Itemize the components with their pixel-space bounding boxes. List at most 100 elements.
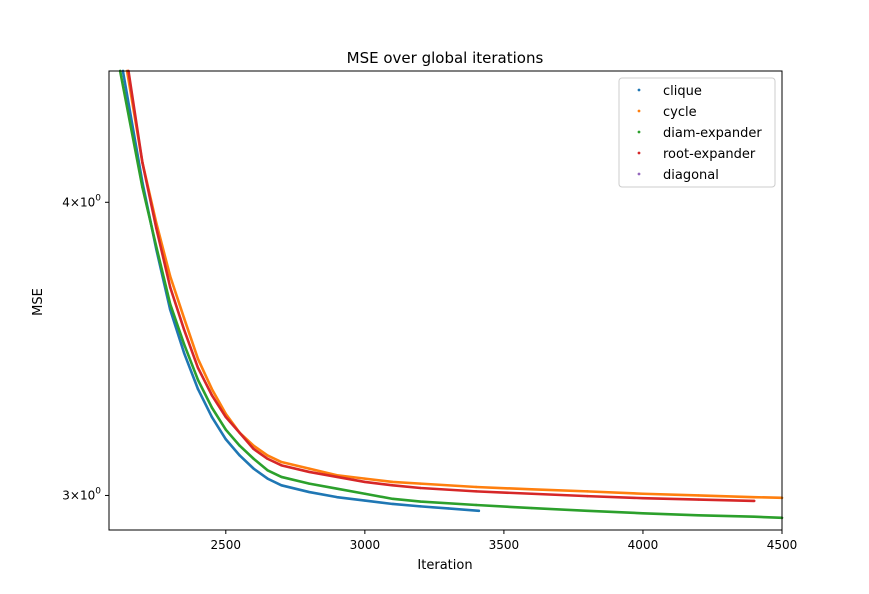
data-point-diam-expander-1 (141, 185, 144, 189)
data-point-root-expander-16 (419, 486, 422, 490)
data-point-diam-expander-19 (586, 509, 589, 513)
data-point-diam-expander-13 (335, 487, 339, 490)
series-line-diam-expander (118, 69, 784, 520)
legend-label-clique: clique (663, 84, 702, 99)
data-point-clique-5 (196, 387, 200, 391)
data-point-cycle-21 (697, 494, 700, 497)
legend-marker-root-expander (637, 151, 641, 155)
data-point-diam-expander-16 (419, 500, 422, 503)
y-tick-label: 4×100 (62, 193, 101, 209)
data-point-diam-expander-4 (182, 343, 186, 346)
data-point-cycle-17 (474, 485, 478, 489)
data-point-diam-expander-3 (168, 302, 172, 306)
x-tick-label: 3500 (489, 538, 520, 552)
legend-label-diam-expander: diam-expander (663, 126, 762, 141)
legend-items: clique cycle diam-expander root-expander dia… (637, 84, 762, 183)
data-point-diam-expander-6 (210, 406, 214, 409)
data-point-cycle-18 (530, 488, 533, 491)
y-axis-ticks: 3×100 4×100 (62, 193, 109, 502)
data-point-diam-expander-20 (641, 512, 645, 515)
data-point-root-expander-6 (210, 394, 214, 397)
legend-item-cycle: cycle (637, 105, 697, 120)
legend-marker-diagonal (637, 172, 641, 176)
data-point-cycle-12 (308, 467, 311, 470)
x-tick-label: 3000 (350, 538, 381, 552)
data-point-clique-17 (447, 507, 450, 510)
data-point-root-expander-14 (363, 480, 367, 484)
legend: clique cycle diam-expander root-expander dia… (618, 77, 776, 188)
data-point-root-expander-4 (182, 328, 186, 331)
data-point-root-expander-5 (196, 366, 200, 370)
data-point-root-expander-19 (586, 494, 589, 498)
data-point-diam-expander-14 (363, 492, 367, 495)
data-point-clique-15 (391, 502, 394, 506)
data-point-diam-expander-17 (474, 503, 478, 507)
data-point-clique-8 (238, 454, 241, 457)
data-point-diam-expander-7 (224, 428, 227, 431)
x-tick-label: 2500 (211, 538, 242, 552)
data-point-root-expander-7 (224, 415, 227, 419)
data-point-root-expander-9 (252, 447, 255, 451)
data-point-diam-expander-22 (752, 515, 756, 518)
data-point-diam-expander-15 (391, 497, 394, 501)
data-point-clique-10 (266, 477, 269, 480)
data-point-cycle-19 (586, 490, 589, 493)
data-point-root-expander-11 (280, 464, 283, 467)
data-point-clique-11 (280, 484, 283, 487)
data-point-diam-expander-8 (238, 444, 241, 447)
data-point-clique-13 (335, 495, 339, 499)
data-point-root-expander-15 (391, 484, 394, 487)
data-point-root-expander-8 (238, 431, 241, 435)
data-point-root-expander-3 (168, 286, 172, 289)
legend-item-root-expander: root-expander (637, 147, 756, 162)
data-point-diam-expander-12 (308, 482, 311, 485)
data-point-diam-expander-5 (196, 378, 200, 382)
data-point-root-expander-1 (141, 161, 144, 164)
data-point-diam-expander-2 (155, 245, 158, 248)
legend-marker-diam-expander (637, 130, 641, 134)
y-axis-label: MSE (31, 288, 46, 316)
data-point-clique-12 (308, 490, 311, 494)
data-point-cycle-16 (419, 482, 422, 485)
data-point-cycle-3 (168, 275, 172, 278)
data-point-diam-expander-18 (530, 506, 533, 510)
data-point-root-expander-18 (530, 492, 533, 495)
chart-title: MSE over global iterations (347, 49, 544, 67)
series-root-expander (127, 69, 756, 503)
data-point-root-expander-17 (474, 490, 478, 493)
data-point-root-expander-20 (641, 496, 645, 500)
data-point-root-expander-21 (697, 498, 700, 501)
data-point-cycle-4 (182, 316, 186, 320)
data-point-clique-16 (419, 505, 422, 508)
legend-label-cycle: cycle (663, 105, 697, 120)
data-point-cycle-10 (266, 454, 269, 457)
x-tick-label: 4500 (767, 538, 798, 552)
data-point-diam-expander-9 (252, 457, 255, 460)
x-tick-label: 4000 (628, 538, 659, 552)
data-point-diam-expander-11 (280, 475, 283, 479)
data-point-root-expander-2 (155, 226, 158, 230)
data-point-clique-14 (363, 499, 367, 502)
legend-marker-clique (637, 88, 641, 92)
data-point-root-expander-13 (335, 475, 339, 479)
data-point-cycle-14 (363, 477, 367, 480)
data-point-cycle-5 (196, 357, 200, 361)
plot-frame (108, 70, 783, 531)
data-point-clique-4 (182, 351, 186, 355)
series-layer (118, 69, 784, 520)
legend-label-root-expander: root-expander (663, 147, 756, 162)
data-point-cycle-11 (280, 460, 283, 464)
y-tick-label: 3×100 (62, 486, 101, 502)
data-point-cycle-20 (641, 492, 645, 495)
legend-item-diagonal: diagonal (637, 168, 719, 183)
data-point-clique-9 (252, 467, 255, 470)
data-point-clique-18 (477, 509, 481, 513)
legend-item-diam-expander: diam-expander (637, 126, 762, 141)
x-axis-label: Iteration (417, 558, 472, 573)
data-point-clique-7 (224, 438, 227, 441)
x-axis-ticks: 2500 3000 3500 4000 4500 (211, 530, 798, 552)
data-point-diam-expander-10 (266, 469, 269, 472)
series-cycle (125, 69, 784, 500)
data-point-root-expander-10 (266, 457, 269, 460)
